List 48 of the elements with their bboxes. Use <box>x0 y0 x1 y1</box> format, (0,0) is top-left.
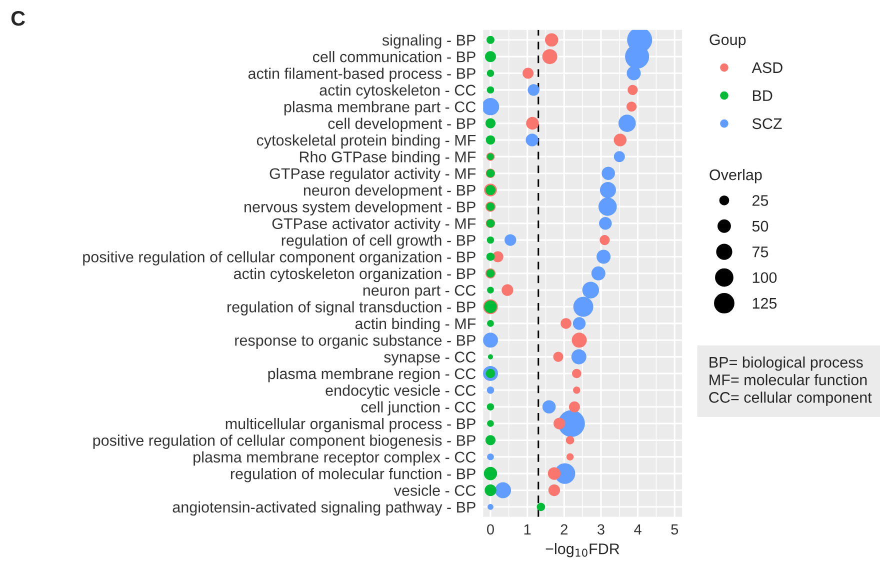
y-tick-label: actin filament-based process - BP <box>248 68 476 82</box>
y-tick-label: cytoskeletal protein binding - MF <box>256 134 476 149</box>
x-tick-label: 2 <box>560 524 568 534</box>
y-tick-label: plasma membrane part - CC <box>284 101 476 116</box>
y-tick-label: regulation of signal transduction - BP <box>228 301 476 316</box>
y-tick-label: cell junction - CC <box>361 401 476 416</box>
legend-label: 125 <box>752 298 777 309</box>
y-tick-label: neuron part - CC <box>363 284 476 299</box>
legend-label: 75 <box>752 246 768 258</box>
y-tick-label: actin binding - MF <box>355 318 476 332</box>
x-axis-title: −log$_{10}$FDR <box>546 543 620 558</box>
y-tick-label: Rho GTPase binding - MF <box>300 151 476 166</box>
y-tick-label: synapse - CC <box>384 352 476 366</box>
y-tick-label: cell development - BP <box>328 118 476 132</box>
text: C <box>11 10 26 26</box>
x-tick-label: 5 <box>671 524 678 535</box>
legend-label: 100 <box>752 272 777 284</box>
y-tick-label: actin cytoskeleton - CC <box>320 84 476 99</box>
x-tick-label: 3 <box>597 524 604 535</box>
x-tick-label: 1 <box>524 524 531 534</box>
legend-label: 50 <box>752 220 768 232</box>
y-tick-label: regulation of molecular function - BP <box>230 468 476 482</box>
y-tick-label: positive regulation of cellular component biogenesis - BP <box>93 434 476 449</box>
text: Overlap <box>710 169 762 184</box>
y-tick-label: regulation of cell growth - BP <box>282 234 476 249</box>
y-tick-label: angiotensin-activated signaling pathway - BP <box>172 501 476 516</box>
y-tick-label: neuron development - BP <box>304 184 476 199</box>
x-tick-label: 0 <box>487 524 494 535</box>
legend-title: Goup <box>710 34 746 48</box>
y-tick-label: nervous system development - BP <box>244 201 476 216</box>
y-tick-label: actin cytoskeleton organization - BP <box>234 268 476 282</box>
legend-label: SCZ <box>752 118 782 130</box>
x-tick-label: 4 <box>634 524 642 534</box>
y-tick-label: positive regulation of cellular component organization - BP <box>83 251 476 266</box>
y-tick-label: plasma membrane region - CC <box>268 368 476 382</box>
y-tick-label: signaling - BP <box>382 34 476 49</box>
y-tick-label: cell communication - BP <box>312 51 476 62</box>
legend-label: 25 <box>752 195 768 206</box>
y-tick-label: vesicle - CC <box>394 484 476 496</box>
y-tick-label: multicellular organismal process - BP <box>226 418 476 432</box>
y-tick-label: response to organic substance - BP <box>235 334 476 349</box>
y-tick-label: endocytic vesicle - CC <box>326 384 476 399</box>
legend-label: BD <box>752 90 772 101</box>
y-tick-label: plasma membrane receptor complex - CC <box>194 451 476 466</box>
y-tick-label: GTPase regulator activity - MF <box>270 168 476 182</box>
text: BP= biological process MF= molecular function CC= cellular component <box>709 356 872 406</box>
y-tick-label: GTPase activator activity - MF <box>272 218 476 232</box>
legend-label: ASD <box>752 62 782 74</box>
